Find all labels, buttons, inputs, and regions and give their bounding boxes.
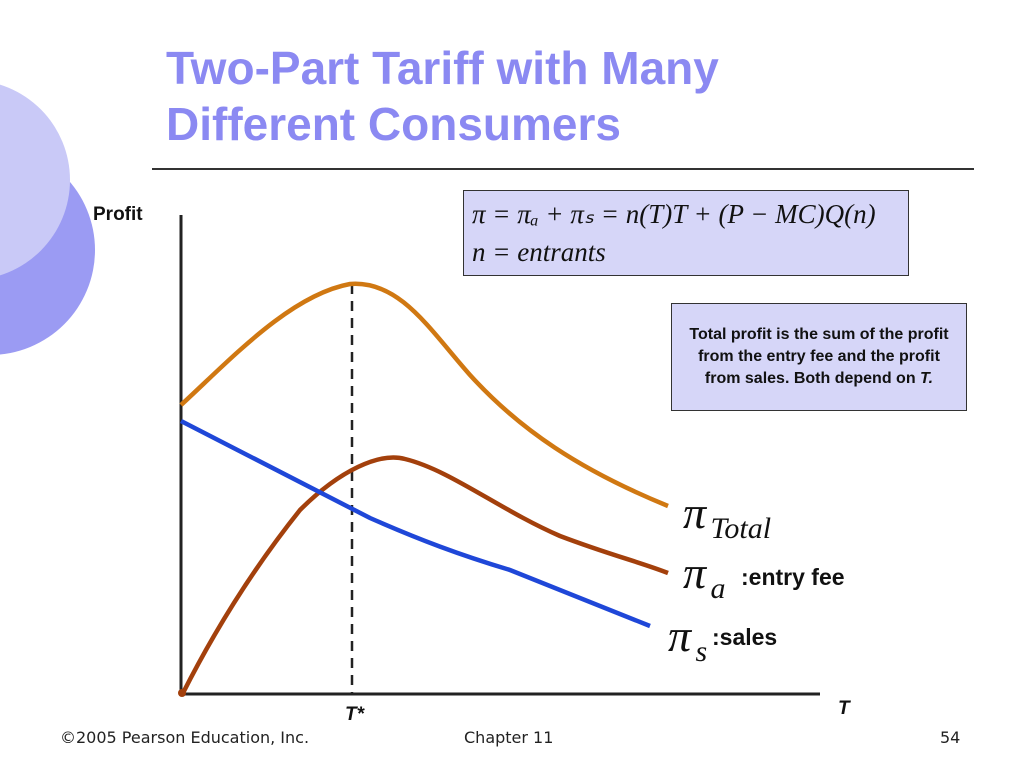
entry-curve-label: π a	[683, 547, 726, 605]
explanation-note: Total profit is the sum of the profit fr…	[671, 303, 967, 411]
profit-equation: π = πₐ + πₛ = n(T)T + (P − MC)Q(n)	[472, 199, 876, 229]
total-profit-curve	[179, 281, 669, 509]
total-curve-label: π Total	[683, 487, 771, 545]
footer-page-number: 54	[940, 728, 961, 747]
sales-pi-symbol: π	[668, 610, 693, 661]
x-axis-label: T	[838, 698, 851, 719]
t-star-label: T*	[345, 704, 366, 725]
note-body: Total profit is the sum of the profit fr…	[689, 326, 949, 387]
sales-subscript: s	[696, 635, 708, 668]
note-italic-t: T.	[920, 370, 934, 387]
entry-fee-curve	[180, 455, 669, 695]
origin-dot	[178, 689, 186, 697]
decorative-circles	[0, 84, 95, 355]
entrants-equation: n = entrants	[472, 237, 606, 267]
decorative-circle-light	[0, 84, 70, 276]
slide-title: Two-Part Tariff with Many Different Cons…	[166, 40, 719, 152]
footer-chapter: Chapter 11	[464, 728, 554, 747]
title-line-2: Different Consumers	[166, 98, 621, 150]
y-axis-label: Profit	[93, 204, 143, 225]
entry-fee-text: :entry fee	[741, 564, 845, 590]
entry-subscript: a	[711, 572, 726, 605]
sales-text: :sales	[712, 624, 777, 650]
title-divider	[152, 168, 974, 170]
note-text: Total profit is the sum of the profit fr…	[682, 324, 956, 390]
entry-pi-symbol: π	[683, 547, 708, 598]
equation-box: π = πₐ + πₛ = n(T)T + (P − MC)Q(n) n = e…	[463, 190, 909, 276]
footer-copyright: ©2005 Pearson Education, Inc.	[60, 728, 310, 747]
total-subscript: Total	[711, 512, 772, 545]
sales-curve-label: π s	[668, 610, 707, 668]
sales-curve	[179, 418, 651, 629]
title-line-1: Two-Part Tariff with Many	[166, 42, 719, 94]
total-pi-symbol: π	[683, 487, 708, 538]
